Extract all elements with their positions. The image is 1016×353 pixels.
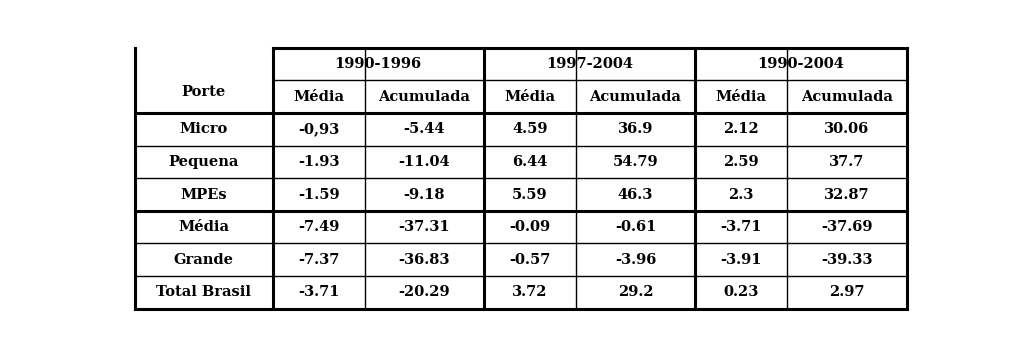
Text: 37.7: 37.7 xyxy=(829,155,865,169)
Text: 3.72: 3.72 xyxy=(512,286,548,299)
Text: -9.18: -9.18 xyxy=(403,187,445,202)
Text: 46.3: 46.3 xyxy=(618,187,653,202)
Text: -3.91: -3.91 xyxy=(720,253,762,267)
Text: Pequena: Pequena xyxy=(169,155,239,169)
Text: 2.59: 2.59 xyxy=(723,155,759,169)
Text: 4.59: 4.59 xyxy=(512,122,548,136)
Text: -3.71: -3.71 xyxy=(720,220,762,234)
Text: -11.04: -11.04 xyxy=(398,155,450,169)
Text: 30.06: 30.06 xyxy=(824,122,870,136)
Text: 1990-1996: 1990-1996 xyxy=(334,57,422,71)
Text: Grande: Grande xyxy=(174,253,234,267)
Text: -3.71: -3.71 xyxy=(298,286,339,299)
Text: Acumulada: Acumulada xyxy=(589,90,682,104)
Text: 29.2: 29.2 xyxy=(618,286,653,299)
Text: 2.3: 2.3 xyxy=(728,187,754,202)
Text: -37.69: -37.69 xyxy=(821,220,873,234)
Text: 6.44: 6.44 xyxy=(512,155,548,169)
Text: -7.49: -7.49 xyxy=(298,220,339,234)
Text: -0.09: -0.09 xyxy=(509,220,551,234)
Text: -36.83: -36.83 xyxy=(398,253,450,267)
Text: Micro: Micro xyxy=(180,122,228,136)
Text: -0.57: -0.57 xyxy=(509,253,551,267)
Text: Média: Média xyxy=(178,220,230,234)
Text: 54.79: 54.79 xyxy=(613,155,658,169)
Text: -39.33: -39.33 xyxy=(821,253,873,267)
Text: -7.37: -7.37 xyxy=(298,253,339,267)
Text: -0,93: -0,93 xyxy=(298,122,339,136)
Text: 0.23: 0.23 xyxy=(723,286,759,299)
Text: 36.9: 36.9 xyxy=(618,122,653,136)
Text: Média: Média xyxy=(715,90,767,104)
Text: -1.93: -1.93 xyxy=(298,155,339,169)
Text: Média: Média xyxy=(293,90,344,104)
Text: 1997-2004: 1997-2004 xyxy=(546,57,633,71)
Text: -5.44: -5.44 xyxy=(403,122,445,136)
Text: Acumulada: Acumulada xyxy=(801,90,893,104)
Text: -0.61: -0.61 xyxy=(615,220,656,234)
Text: 2.97: 2.97 xyxy=(829,286,865,299)
Text: Média: Média xyxy=(504,90,556,104)
Text: 2.12: 2.12 xyxy=(723,122,759,136)
Text: Acumulada: Acumulada xyxy=(378,90,470,104)
Text: -37.31: -37.31 xyxy=(398,220,450,234)
Text: -1.59: -1.59 xyxy=(298,187,339,202)
Text: -20.29: -20.29 xyxy=(398,286,450,299)
Text: 1990-2004: 1990-2004 xyxy=(758,57,844,71)
Text: 5.59: 5.59 xyxy=(512,187,548,202)
Text: -3.96: -3.96 xyxy=(615,253,656,267)
Text: 32.87: 32.87 xyxy=(824,187,870,202)
Text: Total Brasil: Total Brasil xyxy=(156,286,251,299)
Text: MPEs: MPEs xyxy=(181,187,228,202)
Text: Porte: Porte xyxy=(182,85,226,99)
